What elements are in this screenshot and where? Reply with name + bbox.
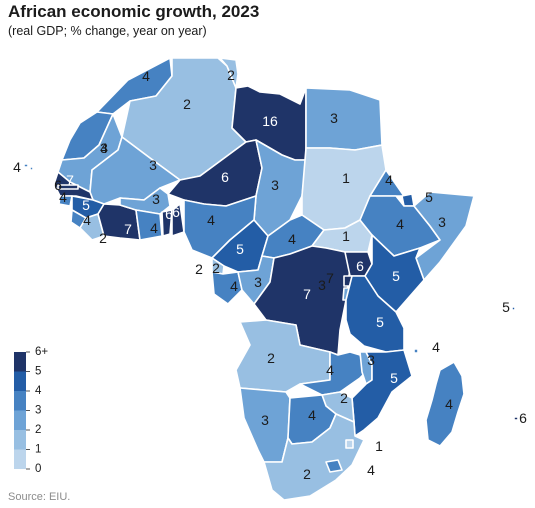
value-label-burundi: 3	[318, 277, 326, 293]
value-label-mozambique: 5	[390, 370, 398, 386]
legend-swatch-2	[14, 430, 26, 450]
value-label-rwanda: 7	[326, 270, 334, 286]
value-label-niger: 6	[221, 169, 229, 185]
value-label-angola: 2	[267, 350, 275, 366]
value-label-mauritius: 6	[519, 410, 527, 426]
value-label-eswatini: 1	[375, 438, 383, 454]
value-label-senegal: 7	[66, 172, 74, 188]
value-label-malawi: 3	[367, 352, 375, 368]
legend-tick-label: 6+	[35, 346, 48, 358]
legend-tick-label: 2	[35, 424, 41, 436]
country-djibouti	[401, 193, 415, 207]
value-label-cabo-verde: 4	[13, 159, 21, 175]
legend-swatch-6	[14, 352, 26, 372]
country-guinea-bissau	[58, 195, 73, 207]
country-south-africa	[263, 413, 365, 501]
country-dr-congo	[253, 245, 351, 356]
value-label-south-sudan: 1	[342, 228, 350, 244]
legend-swatch-3	[14, 410, 26, 430]
country-lesotho	[325, 459, 343, 473]
country-mozambique	[351, 349, 413, 437]
legend-tick-label: 0	[35, 463, 41, 475]
value-label-botswana: 4	[308, 407, 316, 423]
legend-tick-label: 3	[35, 405, 41, 417]
country-togo	[161, 209, 173, 237]
legend-tick-label: 4	[35, 385, 42, 397]
country-mauritius	[513, 416, 519, 421]
value-label-cameroon: 5	[236, 241, 244, 257]
legend-tick-label: 5	[35, 366, 41, 378]
country-comoros	[413, 348, 419, 354]
value-label-south-africa: 2	[303, 466, 311, 482]
source-note: Source: EIU.	[8, 491, 71, 503]
country-somalia	[413, 191, 475, 281]
value-label-tanzania: 5	[376, 314, 384, 330]
value-label-congo: 3	[254, 274, 262, 290]
value-label-madagascar: 4	[445, 396, 453, 412]
value-label-tunisia: 2	[227, 67, 235, 83]
legend-swatch-4	[14, 391, 26, 411]
value-label-cote-d-ivoire: 7	[124, 221, 132, 237]
value-label-dr-congo: 7	[303, 286, 311, 302]
value-label-ethiopia: 4	[396, 216, 404, 232]
value-label-egypt: 3	[330, 110, 338, 126]
value-label-morocco: 4	[142, 68, 150, 84]
value-label-kenya: 5	[392, 268, 400, 284]
country-sao-tome-and-principe	[198, 271, 203, 276]
country-tunisia	[219, 57, 239, 89]
value-label-uganda: 6	[356, 258, 364, 274]
value-label-mauritania: 3	[100, 140, 108, 156]
value-label-sao-tome-and-principe: 2	[195, 261, 203, 277]
country-kenya	[364, 234, 425, 313]
value-label-lesotho: 4	[367, 462, 375, 478]
value-label-djibouti: 5	[425, 189, 433, 205]
value-label-mali: 3	[149, 157, 157, 173]
value-label-guinea: 5	[82, 197, 90, 213]
country-madagascar	[425, 361, 465, 447]
value-label-guinea-bissau: 4	[59, 189, 67, 205]
chart-subtitle: (real GDP; % change, year on year)	[8, 24, 207, 38]
value-label-nigeria: 4	[207, 212, 215, 228]
value-label-zimbabwe: 2	[340, 390, 348, 406]
value-label-gabon: 4	[230, 278, 238, 294]
value-label-algeria: 2	[183, 96, 191, 112]
value-label-eritrea: 4	[385, 172, 393, 188]
value-label-namibia: 3	[261, 412, 269, 428]
country-eswatini	[345, 439, 354, 449]
color-legend: 6+ 5 4 3 2 1 0	[14, 346, 48, 475]
legend-swatch-1	[14, 449, 26, 469]
country-seychelles	[511, 306, 516, 311]
value-label-western-sahara: 4	[100, 140, 108, 156]
legend-tick-label: 1	[35, 444, 41, 456]
value-label-comoros: 4	[432, 339, 440, 355]
country-egypt	[305, 87, 383, 151]
value-label-equatorial-guinea: 2	[212, 260, 220, 276]
value-label-gambia: 6	[54, 177, 62, 193]
value-label-zambia: 4	[326, 362, 334, 378]
value-label-sudan: 1	[342, 170, 350, 186]
legend-swatch-5	[14, 371, 26, 391]
value-label-seychelles: 5	[502, 299, 510, 315]
country-burkina-faso	[119, 187, 171, 215]
value-label-burkina-faso: 3	[152, 191, 160, 207]
value-label-somalia: 3	[438, 214, 446, 230]
value-label-chad: 3	[271, 177, 279, 193]
country-ghana	[135, 209, 163, 241]
value-label-togo: 6	[165, 206, 173, 222]
value-label-liberia: 2	[99, 230, 107, 246]
value-label-central-african-republic: 4	[288, 231, 296, 247]
country-gambia	[57, 184, 79, 190]
value-label-ghana: 4	[150, 220, 158, 236]
chart-title: African economic growth, 2023	[8, 2, 260, 21]
country-cabo-verde	[23, 163, 34, 171]
value-label-libya: 16	[262, 113, 278, 129]
value-label-benin: 6	[172, 204, 180, 220]
value-label-sierra-leone: 4	[83, 212, 91, 228]
